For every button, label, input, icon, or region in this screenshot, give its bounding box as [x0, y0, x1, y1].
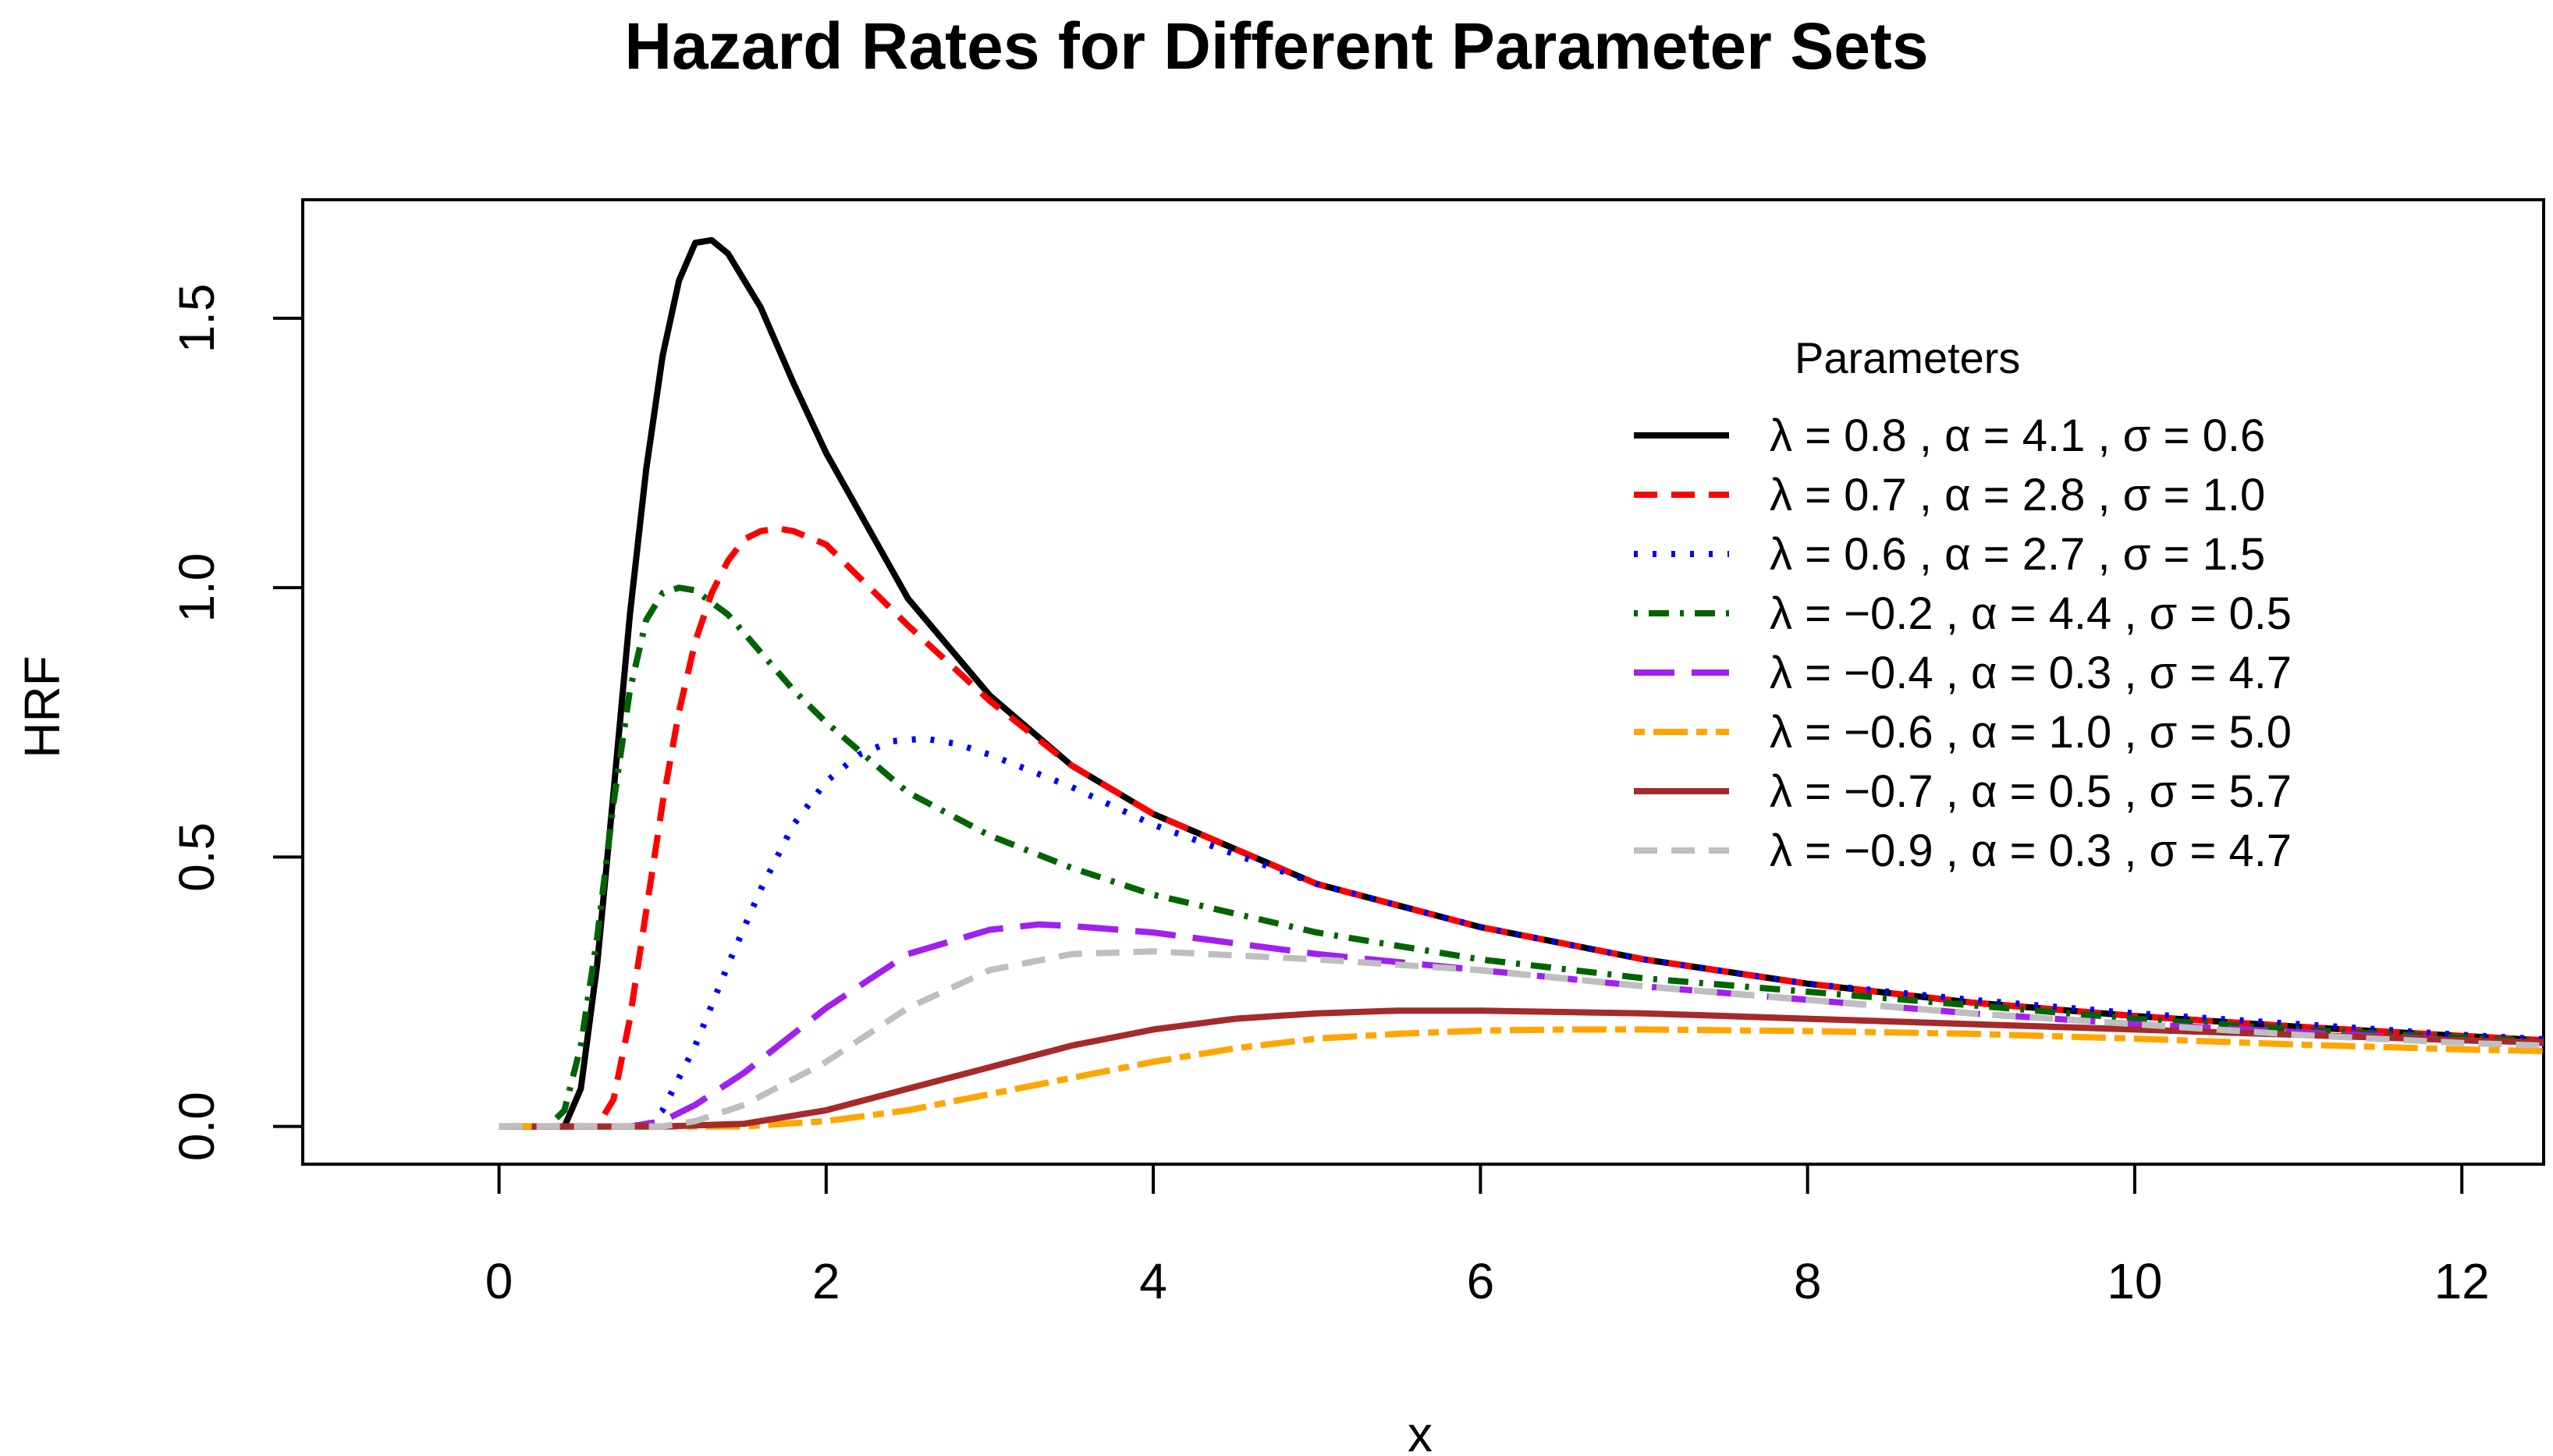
legend-label-1: λ = 0.8 , α = 4.1 , σ = 0.6	[1770, 410, 2265, 461]
legend: Parameters λ = 0.8 , α = 4.1 , σ = 0.6 λ …	[1634, 333, 2292, 876]
legend-label-4: λ = −0.2 , α = 4.4 , σ = 0.5	[1770, 588, 2292, 639]
y-axis-label: HRF	[14, 655, 70, 758]
legend-label-5: λ = −0.4 , α = 0.3 , σ = 4.7	[1770, 648, 2292, 698]
y-tick-label: 0.0	[169, 1092, 225, 1161]
series-line-7	[531, 1007, 2544, 1130]
x-tick-label: 6	[1467, 1253, 1495, 1309]
legend-label-8: λ = −0.9 , α = 0.3 , σ = 4.7	[1770, 826, 2292, 876]
x-tick-label: 10	[2107, 1253, 2162, 1309]
series-line-8	[499, 948, 2544, 1130]
y-tick-label: 1.5	[169, 283, 225, 353]
legend-label-6: λ = −0.6 , α = 1.0 , σ = 5.0	[1770, 707, 2292, 758]
legend-label-3: λ = 0.6 , α = 2.7 , σ = 1.5	[1770, 529, 2265, 580]
x-axis-label: x	[1408, 1406, 1433, 1456]
series-layer	[499, 236, 2544, 1130]
legend-label-7: λ = −0.7 , α = 0.5 , σ = 5.7	[1770, 766, 2292, 817]
x-tick-label: 2	[812, 1253, 840, 1309]
series-line-4	[499, 584, 2544, 1130]
x-tick-label: 4	[1139, 1253, 1167, 1309]
chart-title: Hazard Rates for Different Parameter Set…	[624, 9, 1928, 83]
y-tick-label: 1.0	[169, 553, 225, 623]
series-line-3	[499, 735, 2544, 1130]
legend-title: Parameters	[1795, 333, 2020, 382]
y-axis: 0.0 0.5 1.0 1.5	[169, 283, 304, 1161]
x-tick-label: 12	[2434, 1253, 2490, 1309]
x-tick-label: 0	[485, 1253, 513, 1309]
series-line-2	[499, 525, 2544, 1130]
series-line-6	[499, 1026, 2544, 1130]
x-axis: 0 2 4 6 8 10 12	[485, 1163, 2544, 1309]
legend-label-2: λ = 0.7 , α = 2.8 , σ = 1.0	[1770, 470, 2265, 520]
x-tick-label: 8	[1794, 1253, 1822, 1309]
series-line-5	[499, 921, 2544, 1130]
y-tick-label: 0.5	[169, 822, 225, 892]
